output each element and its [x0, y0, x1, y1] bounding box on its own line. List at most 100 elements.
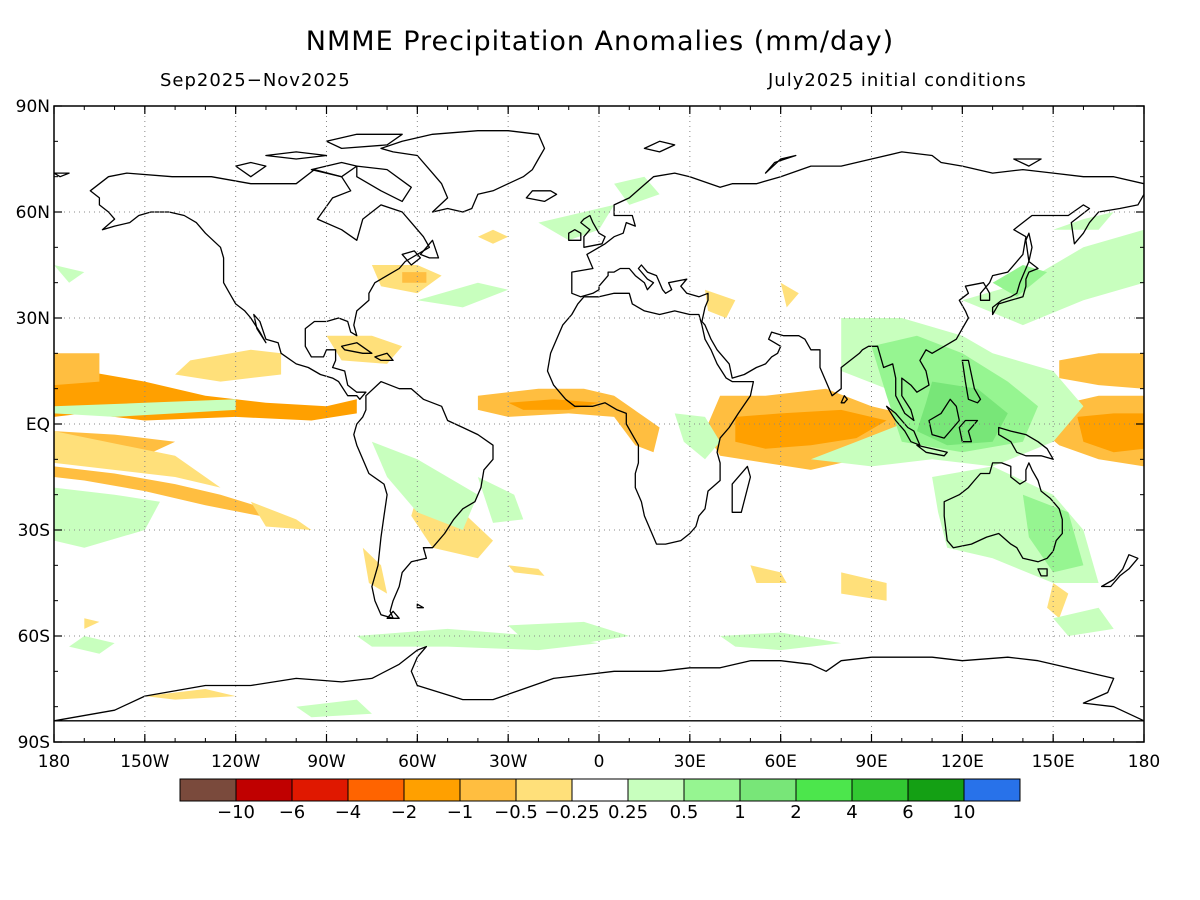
longitude-labels: 180 150W 120W 90W 60W 30W 0 30E 60E 90E 120E 150E 18…	[38, 752, 1160, 772]
coastline-29	[419, 239, 440, 259]
colorbar-swatch-4	[403, 778, 461, 802]
coastline-10	[991, 260, 1039, 316]
coastline-9	[525, 190, 558, 203]
coastline-3	[571, 151, 1144, 422]
season-label: Sep2025−Nov2025	[160, 70, 351, 91]
initial-conditions-label: July2025 initial conditions	[768, 70, 1027, 91]
lat-label-2: 30N	[16, 309, 50, 329]
colorbar-swatch-7	[571, 778, 629, 802]
lat-label-0: 90N	[16, 97, 50, 117]
colorbar-swatch-13	[907, 778, 965, 802]
anomaly-region-43	[508, 621, 630, 644]
colorbar-label-13: 10	[953, 802, 976, 823]
colorbar-label-6: −0.25	[544, 802, 599, 823]
coastline-13	[928, 398, 960, 439]
coastline-19	[1037, 568, 1048, 577]
coastline-21	[340, 342, 373, 354]
anomaly-region-33	[1022, 494, 1084, 573]
axis-ticks	[53, 105, 1145, 743]
anomaly-region-13	[1077, 413, 1144, 453]
colorbar-label-11: 4	[846, 802, 857, 823]
coastline-24	[310, 161, 358, 178]
colorbar-label-7: 0.25	[608, 802, 648, 823]
colorbar-swatch-12	[851, 778, 909, 802]
lon-label-2: 120W	[211, 752, 260, 772]
colorbar-label-1: −6	[279, 802, 306, 823]
anomaly-region-41	[674, 413, 721, 460]
anomaly-region-20	[750, 565, 787, 583]
coastline-23	[235, 161, 267, 178]
coastline-0	[89, 168, 431, 400]
anomaly-region-3	[250, 501, 312, 530]
lon-label-5: 30W	[489, 752, 528, 772]
latitude-labels: 90N 60N 30N EQ 30S 60S 90S	[16, 97, 50, 753]
lon-label-10: 120E	[941, 752, 984, 772]
colorbar-swatch-0	[179, 778, 237, 802]
anomaly-region-31	[916, 381, 1008, 446]
coastline-36	[416, 603, 425, 609]
anomaly-region-7	[60, 360, 91, 379]
coastline-20	[840, 395, 848, 404]
colorbar-swatch-2	[291, 778, 349, 802]
coastline-33	[54, 172, 70, 178]
coastline-35	[386, 610, 400, 619]
anomaly-region-38	[54, 399, 236, 417]
colorbar-label-5: −0.5	[494, 802, 538, 823]
coastline-4	[943, 462, 1063, 563]
coastline-6	[380, 130, 546, 213]
anomaly-region-8	[477, 388, 660, 453]
coastline-34	[1025, 232, 1033, 263]
coastline-7	[580, 214, 606, 248]
lon-label-9: 90E	[855, 752, 887, 772]
anomaly-region-19	[326, 335, 403, 364]
anomaly-region-49	[54, 265, 85, 283]
anomaly-region-6	[175, 349, 282, 382]
anomaly-region-28	[780, 282, 799, 308]
anomaly-region-35	[992, 265, 1048, 297]
coastline-16	[961, 359, 982, 404]
anomaly-region-26	[84, 618, 100, 629]
anomaly-region-42	[356, 628, 599, 651]
coastline-32	[1013, 158, 1042, 167]
coastline-18	[731, 465, 752, 513]
anomaly-region-39	[371, 441, 478, 530]
anomaly-region-50	[1053, 607, 1114, 636]
coastline-25	[356, 165, 412, 203]
coastlines	[54, 130, 1144, 722]
colorbar-label-10: 2	[790, 802, 801, 823]
coastline-31	[764, 154, 797, 174]
coastline-5	[54, 645, 1144, 722]
lon-label-3: 90W	[307, 752, 346, 772]
anomaly-region-23	[144, 689, 236, 700]
anomaly-region-45	[296, 699, 372, 718]
lat-label-1: 60N	[16, 203, 50, 223]
coastline-8	[568, 229, 582, 241]
lat-label-3: EQ	[26, 415, 50, 435]
lat-label-4: 30S	[18, 521, 50, 541]
coastline-28	[401, 250, 422, 266]
anomaly-region-4	[54, 431, 221, 488]
anomaly-region-46	[538, 204, 615, 241]
lon-label-0: 180	[38, 752, 70, 772]
lat-label-5: 60S	[18, 627, 50, 647]
anomaly-region-27	[705, 289, 736, 318]
anomaly-region-25	[508, 565, 545, 576]
anomaly-region-9	[508, 399, 599, 410]
anomaly-region-48	[417, 282, 509, 308]
lon-label-7: 30E	[674, 752, 706, 772]
colorbar: −10 −6 −4 −2 −1 −0.5 −0.25 0.25 0.5 1 2 4 6 10	[179, 778, 1021, 823]
anomaly-region-21	[841, 572, 887, 601]
coastline-2	[546, 292, 755, 545]
colorbar-swatch-3	[347, 778, 405, 802]
colorbar-swatch-5	[459, 778, 517, 802]
anomaly-region-36	[1053, 212, 1114, 230]
colorbar-label-0: −10	[217, 802, 255, 823]
anomaly-region-40	[477, 477, 524, 523]
colorbar-swatch-1	[235, 778, 293, 802]
colorbar-label-12: 6	[902, 802, 913, 823]
anomaly-shading	[54, 176, 1144, 718]
colorbar-label-3: −2	[391, 802, 418, 823]
colorbar-swatch-8	[627, 778, 685, 802]
lon-label-12: 180	[1128, 752, 1160, 772]
